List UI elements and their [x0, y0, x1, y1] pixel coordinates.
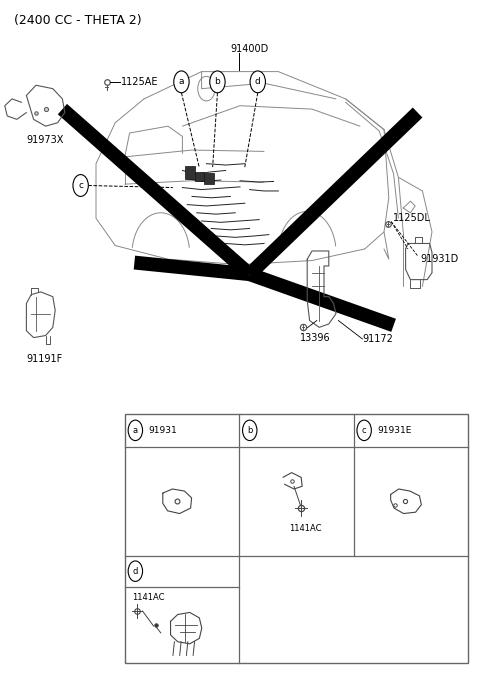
Bar [195, 172, 204, 181]
Circle shape [242, 420, 257, 441]
Circle shape [128, 561, 143, 581]
Text: 91400D: 91400D [230, 44, 269, 54]
Text: 13396: 13396 [300, 333, 330, 342]
Circle shape [174, 71, 189, 93]
Text: d: d [132, 567, 138, 576]
Text: 1141AC: 1141AC [289, 524, 322, 533]
Text: b: b [215, 77, 220, 87]
Text: 1141AC: 1141AC [132, 593, 165, 602]
Text: 1125DL: 1125DL [393, 213, 431, 223]
Bar [185, 166, 195, 179]
Text: 91973X: 91973X [26, 135, 64, 145]
Text: 91931: 91931 [149, 426, 178, 435]
Text: 91931E: 91931E [378, 426, 412, 435]
Text: b: b [247, 426, 252, 435]
Text: 91191F: 91191F [26, 355, 63, 364]
Circle shape [73, 175, 88, 196]
Bar [125, 414, 468, 663]
Circle shape [250, 71, 265, 93]
Text: c: c [362, 426, 366, 435]
Text: 91931D: 91931D [420, 254, 458, 264]
Text: 91172: 91172 [362, 334, 393, 344]
Text: d: d [255, 77, 261, 87]
Text: 1125AE: 1125AE [121, 77, 158, 87]
Bar [204, 173, 214, 184]
Text: c: c [78, 181, 83, 190]
Circle shape [357, 420, 372, 441]
Text: a: a [133, 426, 138, 435]
Circle shape [210, 71, 225, 93]
Circle shape [128, 420, 143, 441]
Text: (2400 CC - THETA 2): (2400 CC - THETA 2) [14, 14, 142, 27]
Text: a: a [179, 77, 184, 87]
